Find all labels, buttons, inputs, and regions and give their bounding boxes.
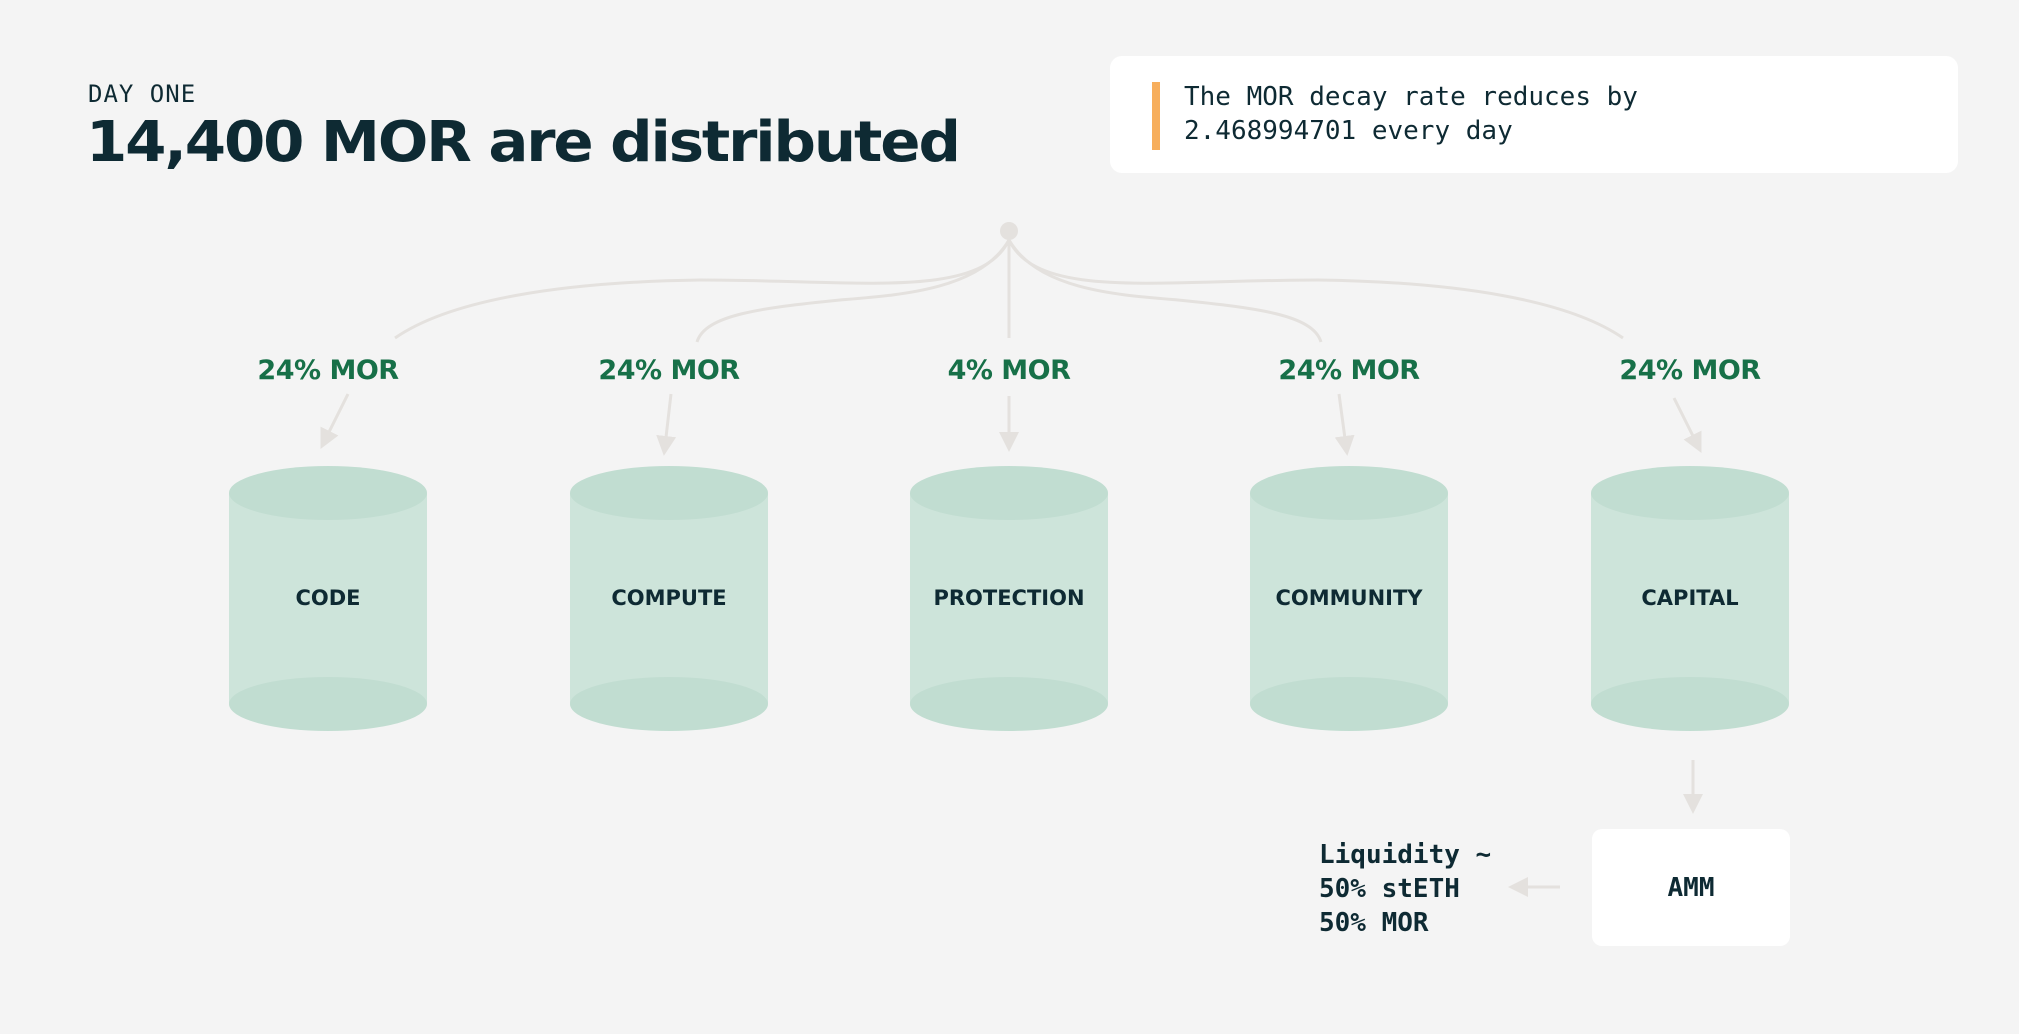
pool-label-capital: CAPITAL — [1641, 586, 1738, 610]
branch-connector-capital — [1007, 239, 1624, 340]
arrow-to-compute — [656, 393, 677, 456]
pool-label-community: COMMUNITY — [1275, 586, 1423, 610]
pool-label-code: CODE — [295, 586, 360, 610]
callout-text: The MOR decay rate reduces by 2.46899470… — [1184, 82, 1638, 146]
source-node — [1000, 222, 1018, 240]
branch-connector-code — [394, 239, 1011, 340]
share-label-capital: 24% MOR — [1619, 355, 1761, 386]
share-label-protection: 4% MOR — [948, 355, 1072, 386]
pool-label-compute: COMPUTE — [611, 586, 726, 610]
branch-connector-compute — [695, 239, 1011, 343]
pool-label-protection: PROTECTION — [933, 586, 1084, 610]
pool-cylinder-compute: COMPUTE — [570, 466, 768, 731]
pool-cylinder-community: COMMUNITY — [1250, 466, 1448, 731]
liquidity-line: 50% MOR — [1319, 908, 1429, 938]
share-label-compute: 24% MOR — [598, 355, 740, 386]
liquidity-line: 50% stETH — [1319, 874, 1460, 904]
share-label-code: 24% MOR — [257, 355, 399, 386]
share-label-community: 24% MOR — [1278, 355, 1420, 386]
decay-callout: The MOR decay rate reduces by 2.46899470… — [1110, 56, 1958, 173]
branch-connector-community — [1007, 239, 1323, 343]
amm-box: AMM — [1592, 829, 1790, 946]
pool-cylinder-capital: CAPITAL — [1591, 466, 1789, 731]
arrow-to-capital — [1672, 397, 1702, 453]
liquidity-note: Liquidity ~ 50% stETH 50% MOR — [1319, 838, 1491, 940]
arrow-to-community — [1334, 393, 1355, 456]
liquidity-line: Liquidity ~ — [1319, 840, 1492, 870]
arrow-to-code — [320, 393, 350, 449]
pool-cylinder-protection: PROTECTION — [910, 466, 1108, 731]
page-title: 14,400 MOR are distributed — [86, 110, 961, 175]
eyebrow-label: DAY ONE — [88, 80, 197, 108]
pool-cylinder-code: CODE — [229, 466, 427, 731]
callout-accent-bar — [1152, 82, 1160, 150]
amm-label: AMM — [1667, 872, 1715, 903]
